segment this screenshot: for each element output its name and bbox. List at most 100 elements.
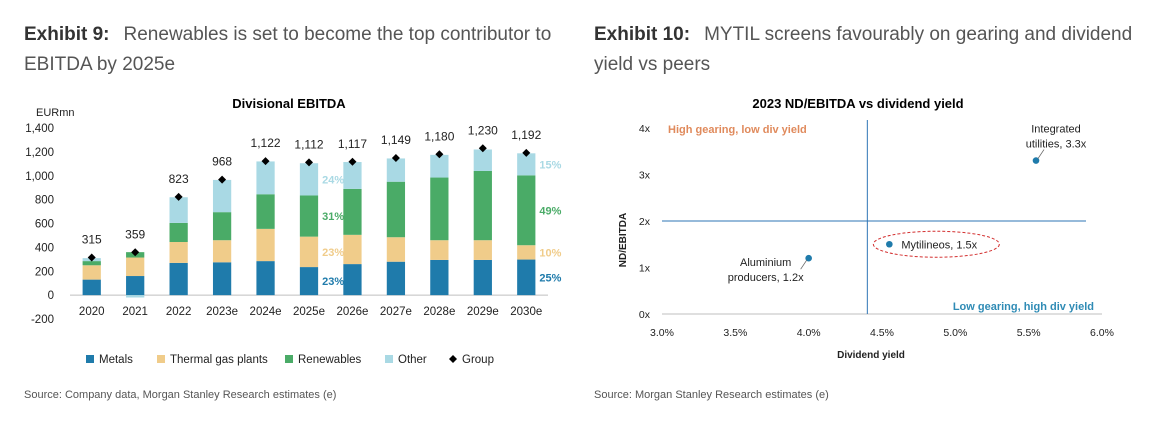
y-tick-label: 1,200 (25, 147, 54, 159)
group-marker (391, 153, 400, 162)
bar-segment-renewables (430, 177, 449, 241)
group-value-label: 968 (212, 155, 232, 169)
quadrant-label-bottom-right: Low gearing, high div yield (953, 301, 1094, 313)
bar-segment-other (169, 197, 188, 223)
x-tick-label: 2024e (250, 306, 282, 318)
bar-segment-metals (386, 261, 406, 296)
bar-chart-y-unit: EURmn (36, 107, 75, 119)
x-tick-label: 2020 (79, 306, 105, 318)
scatter-point-label: Integrated (1031, 124, 1081, 136)
group-value-label: 1,149 (381, 133, 411, 147)
bar-segment-other (473, 149, 492, 171)
share-label-other: 24% (322, 174, 344, 186)
legend-label: Other (398, 354, 427, 366)
exhibit-10-text: MYTIL screens favourably on gearing and … (594, 24, 1133, 75)
legend-swatch-other (385, 355, 393, 363)
y-tick-label: -200 (31, 314, 54, 326)
bar-chart-legend: Metals Thermal gas plants Renewables Other G… (86, 354, 494, 366)
bar-segment-renewables (517, 175, 536, 246)
bar-segment-renewables (82, 261, 101, 266)
bar-segment-thermal (82, 265, 101, 280)
group-marker (348, 157, 357, 166)
bar-segment-renewables (212, 212, 232, 241)
bar-segment-other (343, 162, 362, 189)
bar-chart-title: Divisional EBITDA (232, 96, 346, 111)
group-value-label: 823 (169, 172, 189, 186)
quadrant-label-top-left: High gearing, low div yield (668, 124, 807, 136)
group-marker (87, 253, 96, 262)
legend-label: Thermal gas plants (170, 354, 268, 366)
exhibit-9-title: Exhibit 9: Renewables is set to become th… (24, 20, 564, 80)
exhibit-9-label: Exhibit 9: (24, 24, 110, 45)
scatter-x-tick-label: 3.0% (650, 327, 674, 339)
scatter-chart-title: 2023 ND/EBITDA vs dividend yield (752, 96, 963, 111)
scatter-x-tick-label: 6.0% (1090, 327, 1114, 339)
scatter-x-tick-label: 5.0% (943, 327, 967, 339)
scatter-quadrant-lines: High gearing, low div yield Low gearing, … (662, 120, 1094, 314)
scatter-y-tick-label: 0x (639, 309, 651, 321)
legend-label: Group (462, 354, 494, 366)
bar-segment-thermal (473, 240, 492, 260)
bar-segment-thermal (126, 257, 145, 277)
group-marker (305, 158, 313, 167)
y-tick-label: 1,000 (25, 171, 54, 183)
y-tick-label: 400 (35, 242, 54, 254)
exhibit-10-title: Exhibit 10: MYTIL screens favourably on g… (594, 20, 1154, 80)
group-value-label: 1,180 (424, 129, 454, 143)
scatter-point-aluminium (805, 254, 812, 262)
scatter-point-label: utilities, 3.3x (1026, 139, 1087, 151)
scatter-point-label: producers, 1.2x (728, 272, 804, 284)
bar-segment-metals (82, 279, 101, 296)
scatter-x-axis-label: Dividend yield (837, 350, 905, 361)
scatter-y-tick-label: 3x (639, 170, 651, 182)
x-tick-label: 2023e (206, 306, 238, 318)
y-tick-label: 200 (35, 266, 54, 278)
scatter-y-axis-label: ND/EBITDA (618, 213, 629, 267)
group-marker (174, 192, 183, 201)
exhibit-10-label: Exhibit 10: (594, 24, 691, 45)
group-value-label: 1,192 (511, 128, 541, 142)
bar-chart-group-markers: 315 359 823 968 1,122 1,112 1,117 1,149 1,180 1,2… (82, 123, 542, 262)
scatter-point-utilities (1032, 157, 1040, 164)
bar-segment-thermal (299, 236, 319, 268)
group-value-label: 315 (82, 233, 102, 247)
bar-segment-renewables (169, 222, 188, 243)
scatter-x-tick-label: 3.5% (723, 327, 747, 339)
exhibit-9-panel: Exhibit 9: Renewables is set to become th… (24, 20, 564, 401)
legend-label: Renewables (298, 354, 362, 366)
x-tick-label: 2026e (336, 306, 368, 318)
group-marker (435, 150, 444, 159)
divisional-ebitda-chart: Divisional EBITDA EURmn -200 0 200 400 600 80… (25, 96, 562, 366)
exhibit-9-text: Renewables is set to become the top cont… (24, 24, 552, 75)
x-tick-label: 2029e (467, 306, 499, 318)
x-tick-label: 2025e (293, 306, 325, 318)
bar-segment-other (212, 179, 232, 213)
scatter-point-label: Mytilineos, 1.5x (901, 239, 977, 251)
y-tick-label: 800 (35, 195, 54, 207)
scatter-y-tick-label: 2x (639, 216, 651, 228)
scatter-chart-axis: 3.0% 3.5% 4.0% 4.5% 5.0% 5.5% 6.0% 0x 1x 2x 3x 4x (639, 123, 1114, 339)
x-tick-label: 2021 (122, 306, 148, 318)
bar-chart-annotations: 24% 31% 23% 23% 15% 49% 10% 25% (322, 159, 562, 288)
group-value-label: 359 (125, 227, 145, 241)
legend-swatch-thermal (157, 355, 165, 363)
bar-segment-other (299, 163, 319, 196)
share-label-thermal: 23% (322, 247, 344, 259)
bar-segment-thermal (256, 228, 275, 262)
bar-segment-thermal (386, 237, 406, 262)
exhibit-10-panel: Exhibit 10: MYTIL screens favourably on g… (588, 0, 1176, 431)
share-label-renewables: 31% (322, 211, 344, 223)
nd-ebitda-scatter-chart: 2023 ND/EBITDA vs dividend yield Dividen… (618, 96, 1114, 361)
bar-segment-renewables (299, 195, 319, 237)
bar-segment-renewables (386, 181, 406, 238)
legend-label: Metals (99, 354, 133, 366)
bar-segment-metals (343, 264, 362, 296)
y-tick-label: 0 (48, 290, 54, 302)
scatter-x-tick-label: 4.0% (797, 327, 821, 339)
share-label-renewables: 49% (539, 205, 561, 217)
share-label-metals: 25% (539, 272, 561, 284)
bar-segment-metals (517, 259, 536, 296)
exhibit-10-source: Source: Morgan Stanley Research estimate… (594, 389, 829, 401)
leader-line (1037, 149, 1045, 159)
scatter-y-tick-label: 1x (639, 263, 651, 275)
